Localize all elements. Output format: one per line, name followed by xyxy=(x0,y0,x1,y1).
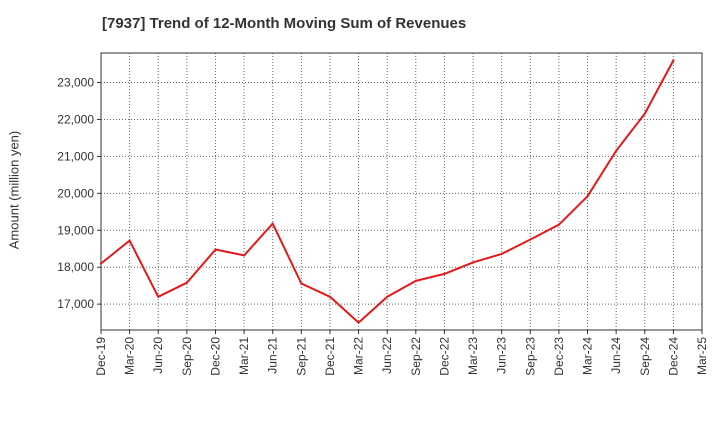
x-tick-label: Jun-24 xyxy=(609,337,623,374)
data-point xyxy=(414,279,417,282)
data-point xyxy=(243,254,246,257)
series-layer xyxy=(100,59,675,324)
data-point xyxy=(357,321,360,324)
y-tick-label: 21,000 xyxy=(57,149,94,163)
y-tick-label: 19,000 xyxy=(57,223,94,237)
x-tick-label: Sep-24 xyxy=(638,337,652,376)
x-tick-label: Dec-23 xyxy=(552,337,566,376)
x-tick-label: Dec-20 xyxy=(208,337,222,376)
data-point xyxy=(615,149,618,152)
data-point xyxy=(100,262,102,265)
x-tick-label: Mar-21 xyxy=(237,337,251,375)
x-tick-label: Mar-20 xyxy=(123,337,137,375)
data-point xyxy=(185,281,188,284)
data-point xyxy=(300,282,303,285)
data-point xyxy=(328,295,331,298)
x-tick-label: Jun-20 xyxy=(151,337,165,374)
x-tick-label: Jun-21 xyxy=(266,337,280,374)
x-tick-label: Sep-23 xyxy=(523,337,537,376)
x-tick-label: Mar-24 xyxy=(581,337,595,375)
data-point xyxy=(557,223,560,226)
x-tick-label: Dec-24 xyxy=(666,337,680,376)
x-tick-label: Mar-22 xyxy=(352,337,366,375)
plot-area-frame xyxy=(100,52,703,331)
data-point xyxy=(386,295,389,298)
x-tick-label: Jun-22 xyxy=(380,337,394,374)
x-tick-label: Dec-19 xyxy=(94,337,108,376)
x-tick-label: Sep-21 xyxy=(294,337,308,376)
y-tick-label: 22,000 xyxy=(57,112,94,126)
y-tick-label: 23,000 xyxy=(57,76,94,90)
x-tick-label: Sep-22 xyxy=(409,337,423,376)
data-point xyxy=(214,248,217,251)
x-axis-ticks: Dec-19 Mar-20 Jun-20 Sep-20 Dec-20 Mar-21 Jun-… xyxy=(94,330,709,376)
x-tick-label: Mar-23 xyxy=(466,337,480,375)
y-tick-label: 17,000 xyxy=(57,297,94,311)
y-axis-ticks: 17,000 18,000 19,000 20,000 21,000 22,000 23,0… xyxy=(57,76,101,311)
x-tick-label: Sep-20 xyxy=(180,337,194,376)
x-tick-label: Dec-21 xyxy=(323,337,337,376)
x-tick-label: Mar-25 xyxy=(695,337,709,375)
x-tick-label: Jun-23 xyxy=(495,337,509,374)
data-point xyxy=(529,238,532,241)
y-tick-label: 18,000 xyxy=(57,260,94,274)
data-point xyxy=(443,272,446,275)
data-point xyxy=(271,222,274,225)
x-tick-label: Dec-22 xyxy=(437,337,451,376)
grid-lines xyxy=(101,53,702,330)
data-point xyxy=(157,295,160,298)
data-point xyxy=(128,239,131,242)
data-point xyxy=(643,112,646,115)
data-point xyxy=(586,195,589,198)
chart-title: [7937] Trend of 12-Month Moving Sum of R… xyxy=(102,15,467,32)
data-point xyxy=(472,261,475,264)
data-point xyxy=(672,59,675,62)
data-point xyxy=(500,252,503,255)
y-tick-label: 20,000 xyxy=(57,186,94,200)
